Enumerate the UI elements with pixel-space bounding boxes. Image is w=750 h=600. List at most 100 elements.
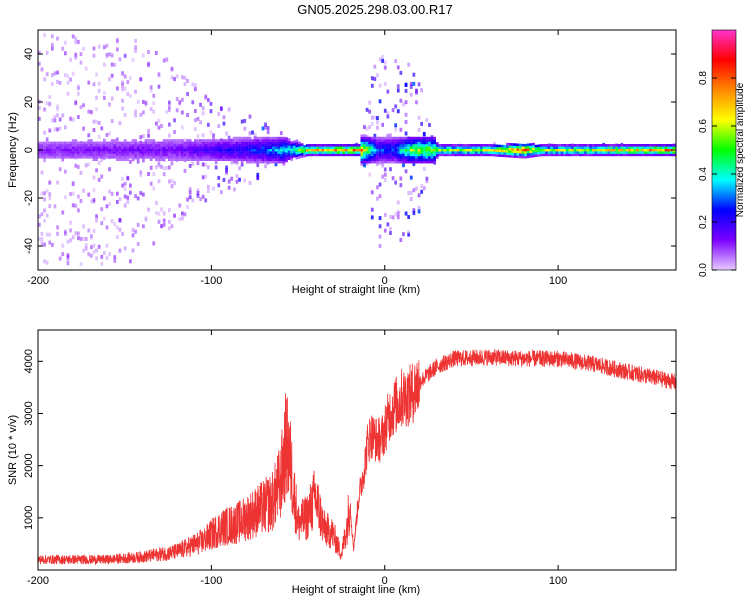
spectrogram-cell <box>420 151 424 154</box>
spectrogram-cell <box>547 144 551 147</box>
spectrogram-cell <box>144 216 148 221</box>
spectrogram-cell <box>381 136 385 140</box>
spectrogram-cell <box>84 144 88 147</box>
spectrogram-cell <box>131 58 135 63</box>
spectrogram-cell <box>461 151 465 154</box>
spectrogram-cell <box>269 141 273 145</box>
spectrogram-cell <box>173 130 176 134</box>
spectrogram-cell <box>113 156 117 159</box>
spectrogram-cell <box>368 151 372 154</box>
spectrogram-cell <box>365 158 369 161</box>
spectrogram-cell <box>394 127 398 132</box>
spectrogram-cell <box>399 148 403 152</box>
spectrogram-cell <box>376 148 379 152</box>
spectrogram-cell <box>175 141 179 145</box>
spectrogram-cell <box>503 145 507 148</box>
spectrogram-cell <box>277 139 281 142</box>
spectrogram-cell <box>157 160 161 165</box>
spectrogram-cell <box>386 158 390 161</box>
spectrogram-cell <box>435 149 439 152</box>
spectrogram-cell <box>404 153 408 157</box>
spectrogram-cell <box>230 153 234 157</box>
spectrogram-cell <box>422 131 426 136</box>
spectrogram-cell <box>404 131 408 136</box>
spectrogram-cell <box>142 146 145 149</box>
spectrogram-cell <box>420 121 424 126</box>
spectrogram-cell <box>292 150 296 153</box>
spectrogram-cell <box>95 148 98 152</box>
spectrogram-cell <box>303 154 307 158</box>
spectrogram-cell <box>409 151 413 154</box>
spectrogram-cell <box>113 258 117 263</box>
spectrogram-cell <box>152 156 156 159</box>
spectrogram-cell <box>300 148 304 151</box>
spectrogram-cell <box>235 144 239 147</box>
spectrogram-cell <box>383 136 387 140</box>
spectrogram-cell <box>448 144 452 147</box>
spectrogram-cell <box>407 158 411 161</box>
spectrogram-cell <box>246 136 249 140</box>
spectrogram-cell <box>308 153 312 157</box>
spectrogram-cell <box>201 151 205 154</box>
spectrogram-cell <box>256 158 260 161</box>
spectrogram-cell <box>113 62 117 67</box>
colorbar: 0.00.20.40.60.8 Normalized spectral ampl… <box>698 29 746 277</box>
spectrogram-cell <box>233 136 236 140</box>
spectrogram-cell <box>147 63 150 68</box>
spectrogram-cell <box>433 148 437 152</box>
spectrogram-cell <box>638 144 642 147</box>
spectrogram-cell <box>524 151 528 154</box>
spectrogram-cell <box>357 151 361 154</box>
spectrogram-cell <box>651 148 655 152</box>
spectrogram-cell <box>246 148 249 152</box>
spectrogram-cell <box>412 160 416 164</box>
spectrogram-cell <box>373 64 377 69</box>
spectrogram-cell <box>227 153 231 157</box>
spectrogram-cell <box>620 148 624 152</box>
spectrogram-cell <box>415 146 418 149</box>
spectrogram-cell <box>149 144 153 147</box>
spectrogram-cell <box>422 186 426 191</box>
spectrogram-cell <box>417 209 421 214</box>
spectrogram-cell <box>129 156 132 159</box>
spectrogram-cell <box>407 148 411 152</box>
spectrogram-cell <box>412 188 416 193</box>
spectrogram-cell <box>90 253 93 258</box>
spectrogram-cell <box>121 141 124 145</box>
spectrogram-cell <box>519 150 522 154</box>
spectrogram-cell <box>157 125 161 130</box>
spectrogram-cell <box>550 151 554 154</box>
spectrogram-cell <box>256 139 260 142</box>
spectrogram-cell <box>402 151 405 154</box>
spectrogram-cell <box>376 73 379 78</box>
spectrogram-cell <box>664 148 668 152</box>
spectrogram-cell <box>129 159 132 164</box>
spectrogram-cell <box>220 158 223 161</box>
spectrogram-cell <box>69 192 72 196</box>
spectrogram-cell <box>214 160 218 164</box>
spectrogram-cell <box>48 180 52 185</box>
spectrogram-cell <box>485 151 489 154</box>
spectrogram-cell <box>404 100 408 105</box>
spectrogram-cell <box>459 148 463 152</box>
spectrogram-cell <box>222 144 226 147</box>
spectrogram-cell <box>227 135 231 140</box>
spectrogram-cell <box>290 141 294 144</box>
spectrogram-cell <box>136 144 140 147</box>
spectrogram-cell <box>389 156 392 159</box>
spectrogram-cell <box>584 146 587 149</box>
spectrogram-cell <box>404 146 408 149</box>
spectrogram-cell <box>147 156 150 159</box>
spectrogram-cell <box>290 148 294 152</box>
spectrogram-cell <box>253 148 257 152</box>
spectrogram-cell <box>534 154 538 157</box>
spectrogram-cell <box>363 158 366 161</box>
spectrogram-cell <box>435 144 439 148</box>
spectrogram-cell <box>168 179 171 184</box>
spectrogram-cell <box>620 144 624 147</box>
spectrogram-cell <box>82 151 85 154</box>
spectrogram-cell <box>269 151 273 154</box>
spectrogram-cell <box>409 141 413 145</box>
spectrogram-cell <box>274 139 278 142</box>
spectrogram-cell <box>40 67 44 72</box>
